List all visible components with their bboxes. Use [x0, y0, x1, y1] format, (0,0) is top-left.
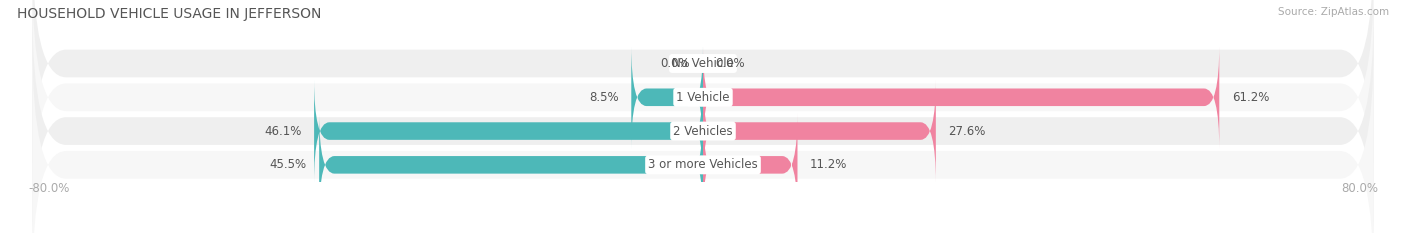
FancyBboxPatch shape: [32, 0, 1374, 185]
FancyBboxPatch shape: [314, 79, 703, 183]
Text: No Vehicle: No Vehicle: [672, 57, 734, 70]
FancyBboxPatch shape: [32, 10, 1374, 233]
Text: 80.0%: 80.0%: [1341, 182, 1378, 195]
FancyBboxPatch shape: [703, 79, 936, 183]
FancyBboxPatch shape: [631, 45, 703, 149]
Text: Source: ZipAtlas.com: Source: ZipAtlas.com: [1278, 7, 1389, 17]
Text: -80.0%: -80.0%: [28, 182, 69, 195]
Text: 61.2%: 61.2%: [1232, 91, 1270, 104]
Text: 0.0%: 0.0%: [661, 57, 690, 70]
Text: 45.5%: 45.5%: [270, 158, 307, 171]
Text: 0.0%: 0.0%: [716, 57, 745, 70]
FancyBboxPatch shape: [319, 113, 703, 217]
Text: 8.5%: 8.5%: [589, 91, 619, 104]
Text: 11.2%: 11.2%: [810, 158, 848, 171]
Text: 1 Vehicle: 1 Vehicle: [676, 91, 730, 104]
Text: 2 Vehicles: 2 Vehicles: [673, 125, 733, 137]
Text: HOUSEHOLD VEHICLE USAGE IN JEFFERSON: HOUSEHOLD VEHICLE USAGE IN JEFFERSON: [17, 7, 321, 21]
Text: 27.6%: 27.6%: [949, 125, 986, 137]
FancyBboxPatch shape: [703, 113, 797, 217]
Text: 46.1%: 46.1%: [264, 125, 301, 137]
FancyBboxPatch shape: [703, 45, 1219, 149]
FancyBboxPatch shape: [32, 0, 1374, 219]
FancyBboxPatch shape: [32, 44, 1374, 233]
Text: 3 or more Vehicles: 3 or more Vehicles: [648, 158, 758, 171]
